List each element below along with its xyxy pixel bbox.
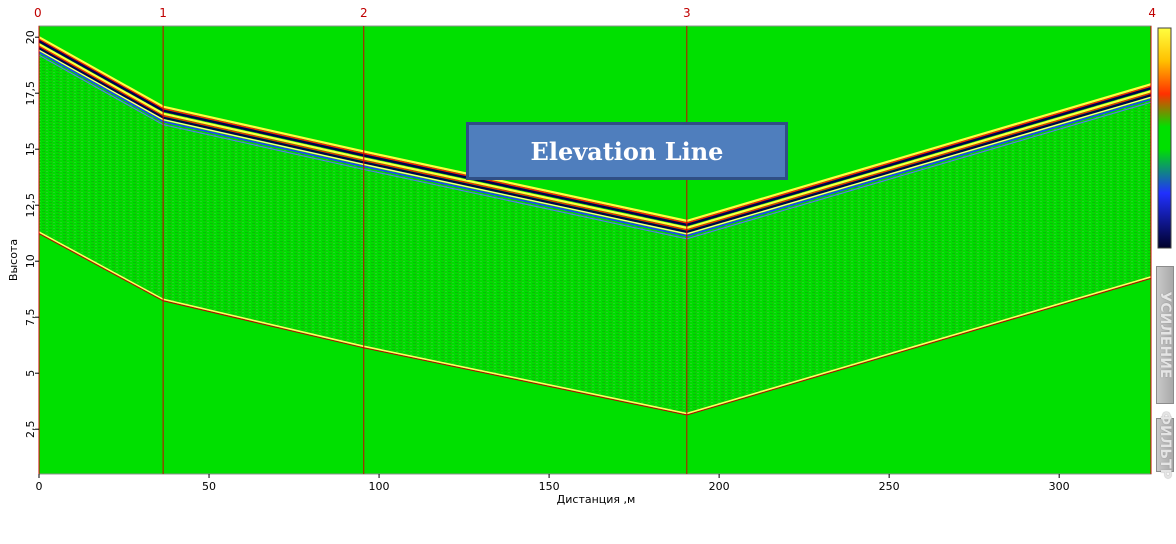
- y-tick-label-6: 17,5: [24, 81, 37, 106]
- x-tick-label-1: 50: [202, 480, 216, 493]
- marker-label-3: 3: [683, 6, 691, 20]
- x-tick-label-5: 250: [879, 480, 900, 493]
- marker-lines: 0 1 2 3 4: [34, 6, 1156, 474]
- axes: 0 50 100 150 200 250 300 2,5 5 7,5 10 12,5 15 17,5 20: [24, 30, 1070, 493]
- filter-tab-label: ФИЛЬТР: [1157, 411, 1173, 479]
- amplification-tab-label: УСИЛЕНИЕ: [1157, 291, 1173, 379]
- amplification-tab[interactable]: УСИЛЕНИЕ: [1156, 266, 1174, 404]
- y-tick-label-2: 7,5: [24, 308, 37, 326]
- y-tick-label-3: 10: [24, 254, 37, 268]
- x-tick-label-0: 0: [36, 480, 43, 493]
- marker-label-1: 1: [159, 6, 167, 20]
- x-tick-label-2: 100: [369, 480, 390, 493]
- y-tick-label-4: 12,5: [24, 193, 37, 218]
- marker-label-4: 4: [1148, 6, 1156, 20]
- x-tick-label-3: 150: [539, 480, 560, 493]
- elevation-line-annotation: Elevation Line: [466, 122, 788, 180]
- marker-label-2: 2: [360, 6, 368, 20]
- x-axis-title: Дистанция ,м: [557, 493, 636, 506]
- colorbar: [1157, 27, 1172, 249]
- y-tick-label-7: 20: [24, 30, 37, 44]
- x-tick-label-6: 300: [1049, 480, 1070, 493]
- y-tick-label-1: 5: [24, 370, 37, 377]
- y-tick-label-0: 2,5: [24, 420, 37, 438]
- marker-label-0: 0: [34, 6, 42, 20]
- y-tick-label-5: 15: [24, 142, 37, 156]
- data-region: [39, 37, 1151, 414]
- x-tick-label-4: 200: [709, 480, 730, 493]
- annotation-text: Elevation Line: [530, 136, 724, 166]
- y-axis-title: Высота: [7, 239, 20, 281]
- filter-tab[interactable]: ФИЛЬТР: [1156, 411, 1174, 479]
